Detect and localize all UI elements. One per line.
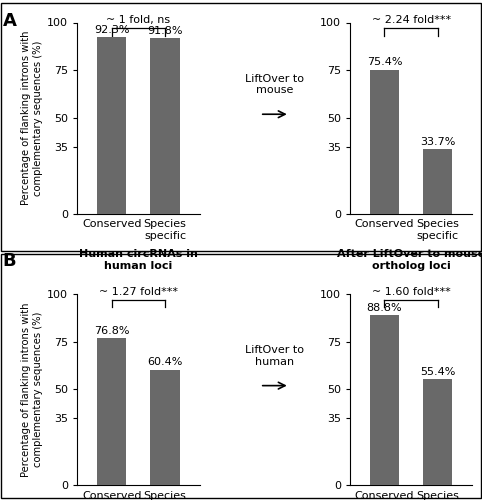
Y-axis label: Percentage of flanking introns with
complementary sequences (%): Percentage of flanking introns with comp… [21, 31, 43, 206]
Text: LiftOver to
human: LiftOver to human [245, 345, 304, 366]
Text: ~ 1.60 fold***: ~ 1.60 fold*** [372, 287, 451, 297]
Bar [97, 37, 126, 214]
Text: ~ 2.24 fold***: ~ 2.24 fold*** [372, 16, 451, 26]
Text: 75.4%: 75.4% [367, 57, 402, 67]
Bar [423, 149, 453, 214]
Text: 88.8%: 88.8% [367, 303, 402, 313]
Text: 91.8%: 91.8% [147, 26, 183, 36]
X-axis label: After LiftOver to mouse
ortholog loci: After LiftOver to mouse ortholog loci [337, 249, 482, 270]
Text: B: B [2, 252, 16, 270]
Text: 33.7%: 33.7% [420, 137, 455, 147]
Y-axis label: Percentage of flanking introns with
complementary sequences (%): Percentage of flanking introns with comp… [21, 302, 43, 476]
Text: 55.4%: 55.4% [420, 367, 455, 377]
Text: A: A [2, 12, 16, 30]
Bar [97, 338, 126, 485]
Bar [370, 316, 399, 485]
Text: 92.3%: 92.3% [94, 25, 130, 35]
Text: 60.4%: 60.4% [147, 358, 183, 368]
Bar [150, 38, 180, 214]
Text: 76.8%: 76.8% [94, 326, 130, 336]
Bar [150, 370, 180, 485]
Bar [370, 70, 399, 214]
X-axis label: Human circRNAs in
human loci: Human circRNAs in human loci [79, 249, 198, 270]
Text: ~ 1.27 fold***: ~ 1.27 fold*** [99, 287, 178, 297]
Bar [423, 379, 453, 485]
Text: ~ 1 fold, ns: ~ 1 fold, ns [107, 16, 171, 26]
Text: LiftOver to
mouse: LiftOver to mouse [245, 74, 304, 95]
